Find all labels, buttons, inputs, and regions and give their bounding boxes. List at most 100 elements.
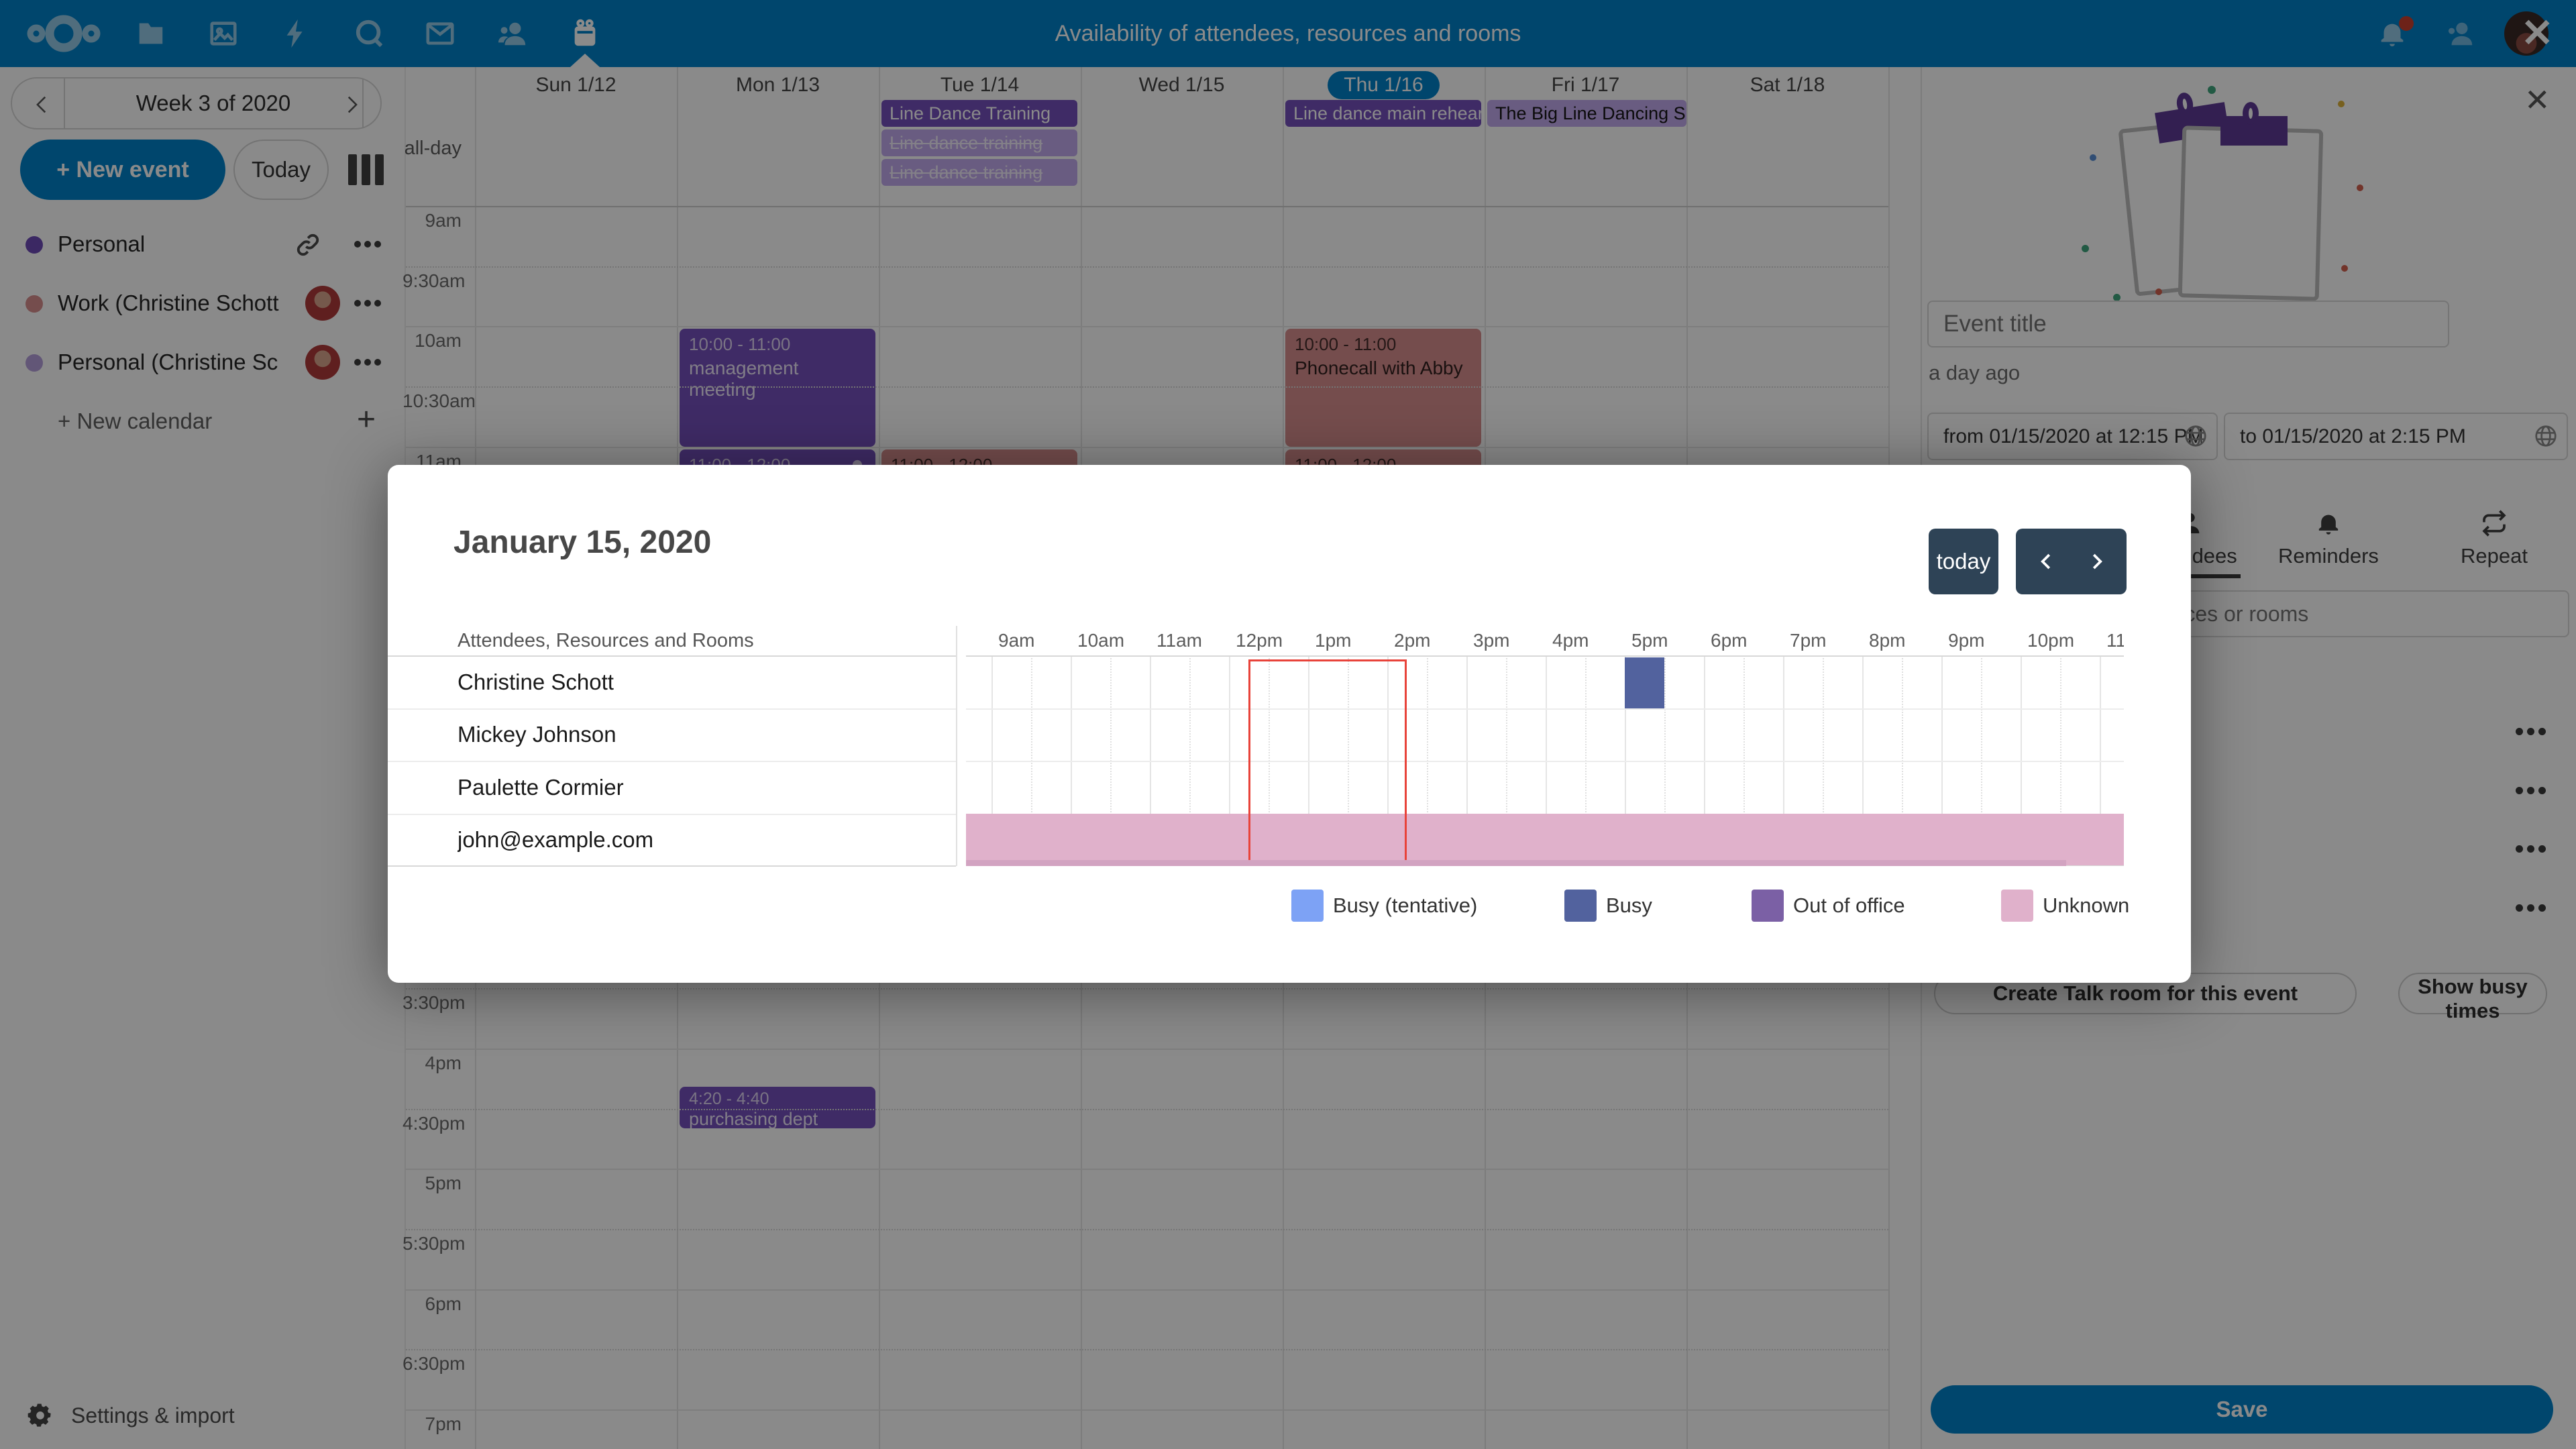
week-label[interactable]: Week 3 of 2020 <box>136 91 291 115</box>
time-label: 4pm <box>425 1052 462 1073</box>
attendee-menu-icon[interactable] <box>2516 728 2546 735</box>
grid-slot-line <box>406 386 1888 388</box>
timezone-globe-icon[interactable] <box>2533 423 2559 449</box>
modal-today-button[interactable]: today <box>1929 529 1998 594</box>
notifications-bell-icon[interactable] <box>2363 0 2422 67</box>
time-label: 6pm <box>425 1293 462 1314</box>
owner-avatar <box>305 286 340 321</box>
event-title-input[interactable] <box>1927 301 2449 347</box>
grid-slot-line <box>406 266 1888 268</box>
time-label: 5pm <box>425 1173 462 1194</box>
new-calendar-item[interactable]: + New calendar + <box>0 392 406 451</box>
close-x-icon[interactable]: ✕ <box>2521 11 2554 55</box>
legend-item: Busy <box>1564 890 1652 922</box>
grid-slot-line <box>406 1289 1888 1291</box>
attendee-menu-icon[interactable] <box>2516 845 2546 853</box>
from-datetime-input[interactable] <box>1927 413 2218 460</box>
calendar-item-work[interactable]: Work (Christine Schott) <box>0 274 406 333</box>
mail-icon[interactable] <box>411 0 470 67</box>
to-datetime-field[interactable] <box>2224 413 2568 460</box>
new-calendar-label: + New calendar <box>58 409 213 433</box>
contacts-icon[interactable] <box>483 0 542 67</box>
attendee-row-line <box>388 761 956 762</box>
timeline-hour-label: 9pm <box>1948 630 1985 651</box>
selected-time-range[interactable] <box>1248 659 1407 862</box>
tab-reminders[interactable]: Reminders <box>2261 510 2396 568</box>
calendar-menu-icon[interactable] <box>354 241 381 248</box>
time-label: 10am <box>414 330 462 352</box>
previous-day-icon[interactable] <box>2037 551 2057 572</box>
close-icon[interactable]: ✕ <box>2524 83 2551 117</box>
day-header-fri: Fri 1/17 <box>1551 73 1620 96</box>
next-day-icon[interactable] <box>2086 551 2106 572</box>
active-app-pointer <box>570 54 600 67</box>
attendee-menu-icon[interactable] <box>2516 787 2546 794</box>
event-title: Phonecall with Abby <box>1295 358 1463 378</box>
user-avatar[interactable] <box>2504 11 2548 56</box>
timeline-hour-label: 7pm <box>1790 630 1827 651</box>
allday-event[interactable]: The Big Line Dancing Show <box>1487 100 1686 127</box>
to-datetime-input[interactable] <box>2224 413 2568 460</box>
calendar-item-personal[interactable]: Personal <box>0 215 406 274</box>
calendar-menu-icon[interactable] <box>354 300 381 307</box>
activity-icon[interactable] <box>266 0 325 67</box>
contacts-menu-icon[interactable] <box>2430 0 2489 67</box>
unknown-availability-row <box>966 814 2124 865</box>
grid-slot-line <box>406 1228 1888 1230</box>
photos-icon[interactable] <box>194 0 253 67</box>
timeline-hour-label: 12pm <box>1236 630 1283 651</box>
show-busy-times-button[interactable]: Show busy times <box>2398 973 2547 1022</box>
today-button[interactable]: Today <box>233 140 329 200</box>
plus-icon[interactable]: + <box>357 402 376 437</box>
legend-item: Out of office <box>1752 890 1905 922</box>
allday-event[interactable]: Line dance main rehearsal <box>1285 100 1481 127</box>
timeline-hour-label: 5pm <box>1631 630 1668 651</box>
grid-slot-line <box>406 326 1888 328</box>
event-title: management meeting <box>689 358 799 400</box>
timeline-hour-label: 2pm <box>1394 630 1431 651</box>
share-link-icon[interactable] <box>294 231 322 259</box>
calendar-icon[interactable] <box>555 0 614 67</box>
grid-slot-line <box>406 1048 1888 1050</box>
time-label: 9:30am <box>402 270 466 291</box>
active-tab-underline <box>2153 574 2241 578</box>
event-purchasing-dept[interactable]: 4:20 - 4:40 purchasing dept <box>680 1087 875 1128</box>
time-label: 6:30pm <box>402 1353 466 1375</box>
settings-import[interactable]: Settings & import <box>27 1402 235 1429</box>
talk-icon[interactable] <box>340 0 399 67</box>
week-switcher[interactable]: Week 3 of 2020 <box>11 77 382 129</box>
calendar-menu-icon[interactable] <box>354 359 381 366</box>
next-week-icon[interactable] <box>340 93 363 116</box>
from-datetime-field[interactable] <box>1927 413 2218 460</box>
timeline-hour-label: 11pm <box>2106 630 2124 651</box>
timeline-hour-label: 8pm <box>1869 630 1906 651</box>
files-icon[interactable] <box>121 0 180 67</box>
legend-label: Busy (tentative) <box>1333 894 1478 917</box>
timezone-globe-icon[interactable] <box>2183 423 2208 449</box>
time-label: 7pm <box>425 1413 462 1434</box>
timeline-hour-label: 3pm <box>1473 630 1510 651</box>
availability-timeline: 9am 10am 11am 12pm 1pm 2pm 3pm 4pm 5pm 6pm 7pm 8pm 9… <box>966 626 2124 866</box>
attendee-menu-icon[interactable] <box>2516 904 2546 912</box>
allday-event[interactable]: Line dance training <box>881 159 1077 186</box>
calendar-color-dot <box>25 354 43 372</box>
allday-event[interactable]: Line dance training <box>881 129 1077 156</box>
event-title: purchasing dept <box>689 1109 818 1128</box>
timeline-scrollbar[interactable] <box>966 860 2066 866</box>
save-button[interactable]: Save <box>1931 1385 2553 1434</box>
attendees-column-header: Attendees, Resources and Rooms <box>458 630 754 651</box>
previous-week-icon[interactable] <box>31 93 54 116</box>
nextcloud-logo-icon[interactable] <box>20 0 107 67</box>
tab-repeat[interactable]: Repeat <box>2427 510 2561 568</box>
allday-event[interactable]: Line Dance Training <box>881 100 1077 127</box>
legend-swatch <box>2001 890 2033 922</box>
view-toggle-icon[interactable] <box>348 154 384 185</box>
calendar-item-personal-shared[interactable]: Personal (Christine Scho… <box>0 333 406 392</box>
new-event-button[interactable]: + New event <box>20 140 225 200</box>
timeline-hour-label: 10pm <box>2027 630 2075 651</box>
calendar-item-label: Work (Christine Schott) <box>58 290 279 315</box>
grid-slot-line <box>406 206 1888 207</box>
attendee-row-name: john@example.com <box>458 827 654 852</box>
day-header-sat: Sat 1/18 <box>1750 73 1825 96</box>
